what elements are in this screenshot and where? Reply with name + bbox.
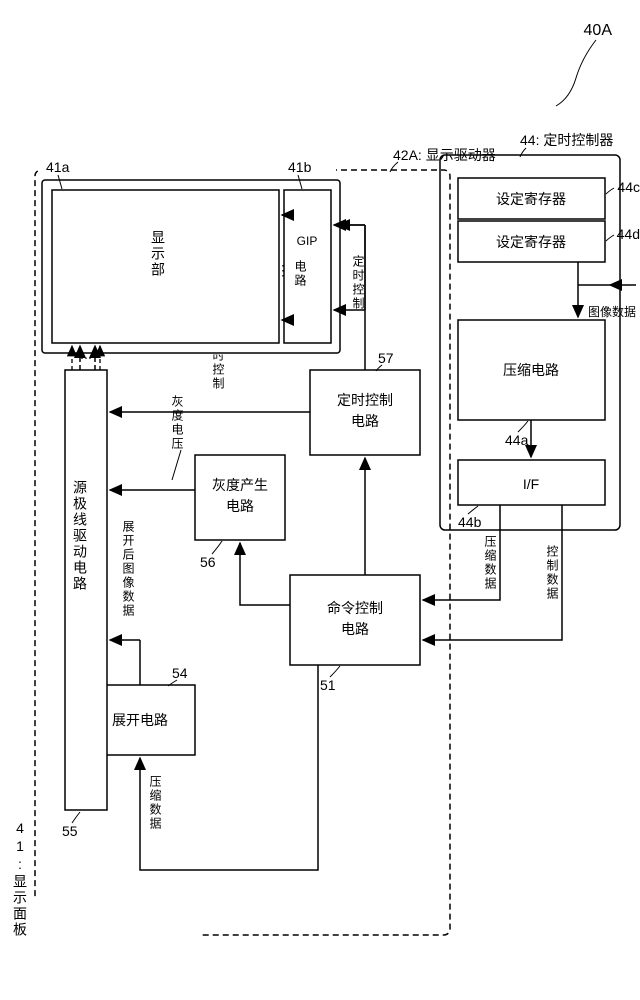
- label-gs1: 灰度产生: [212, 477, 268, 493]
- label-cmd1: 命令控制: [327, 600, 383, 616]
- label-if: I/F: [523, 476, 539, 492]
- lead-55: [72, 812, 80, 823]
- signal-tc1: 定时控制: [351, 254, 365, 311]
- dash-dots: ⋯: [80, 351, 92, 365]
- label-disp-part: 显示部: [150, 230, 166, 278]
- signal-gray-v: 灰度电压: [170, 395, 184, 451]
- ref-44d: 44d: [617, 226, 640, 242]
- label-src: 源极线驱动电路: [72, 480, 88, 592]
- ref-41b: 41b: [288, 159, 312, 175]
- ref-44b: 44b: [458, 514, 482, 530]
- label-reg-d: 设定寄存器: [496, 234, 566, 250]
- signal-compressed: 压缩数据: [483, 535, 497, 591]
- gip-dots: ⋮: [276, 262, 290, 278]
- ref-44c: 44c: [617, 179, 640, 195]
- diagram: 40A 44: 定时控制器 设定寄存器 44c 设定寄存器 44d 图像数据 压…: [0, 0, 640, 1000]
- ref-51: 51: [320, 677, 336, 693]
- label-gs2: 电路: [226, 498, 254, 514]
- label-gip-a: GIP: [297, 234, 318, 248]
- label-cmd2: 电路: [341, 621, 369, 637]
- command-control: [290, 575, 420, 665]
- label-expand: 展开电路: [112, 712, 168, 728]
- ref-55: 55: [62, 823, 78, 839]
- ref-56: 56: [200, 554, 216, 570]
- ref-44a: 44a: [505, 432, 529, 448]
- label-tc2: 电路: [351, 413, 379, 429]
- label-comp: 压缩电路: [503, 362, 559, 378]
- lead-51: [330, 666, 340, 677]
- curve-40A: [556, 40, 596, 106]
- ref-54: 54: [172, 665, 188, 681]
- label-gip-b: 电路: [293, 260, 307, 288]
- label-reg-c: 设定寄存器: [496, 191, 566, 207]
- lead-grayv: [172, 450, 181, 480]
- ref-57: 57: [378, 350, 394, 366]
- signal-expanded: 展开后图像数据: [121, 520, 135, 618]
- signal-compressed2: 压缩数据: [148, 775, 162, 831]
- ref-40A: 40A: [584, 22, 613, 39]
- signal-control: 控制数据: [545, 545, 559, 601]
- label-42A: 42A: 显示驱动器: [393, 147, 496, 163]
- signal-image-data: 图像数据: [588, 304, 636, 319]
- label-tc1: 定时控制: [337, 392, 393, 408]
- label-44: 44: 定时控制器: [520, 132, 613, 148]
- gip-41b: [284, 190, 331, 343]
- lead-56: [212, 541, 222, 554]
- ref-41a: 41a: [46, 159, 70, 175]
- label-41: 41:显示面板: [12, 820, 28, 938]
- arrow-cmd-gs: [240, 543, 290, 605]
